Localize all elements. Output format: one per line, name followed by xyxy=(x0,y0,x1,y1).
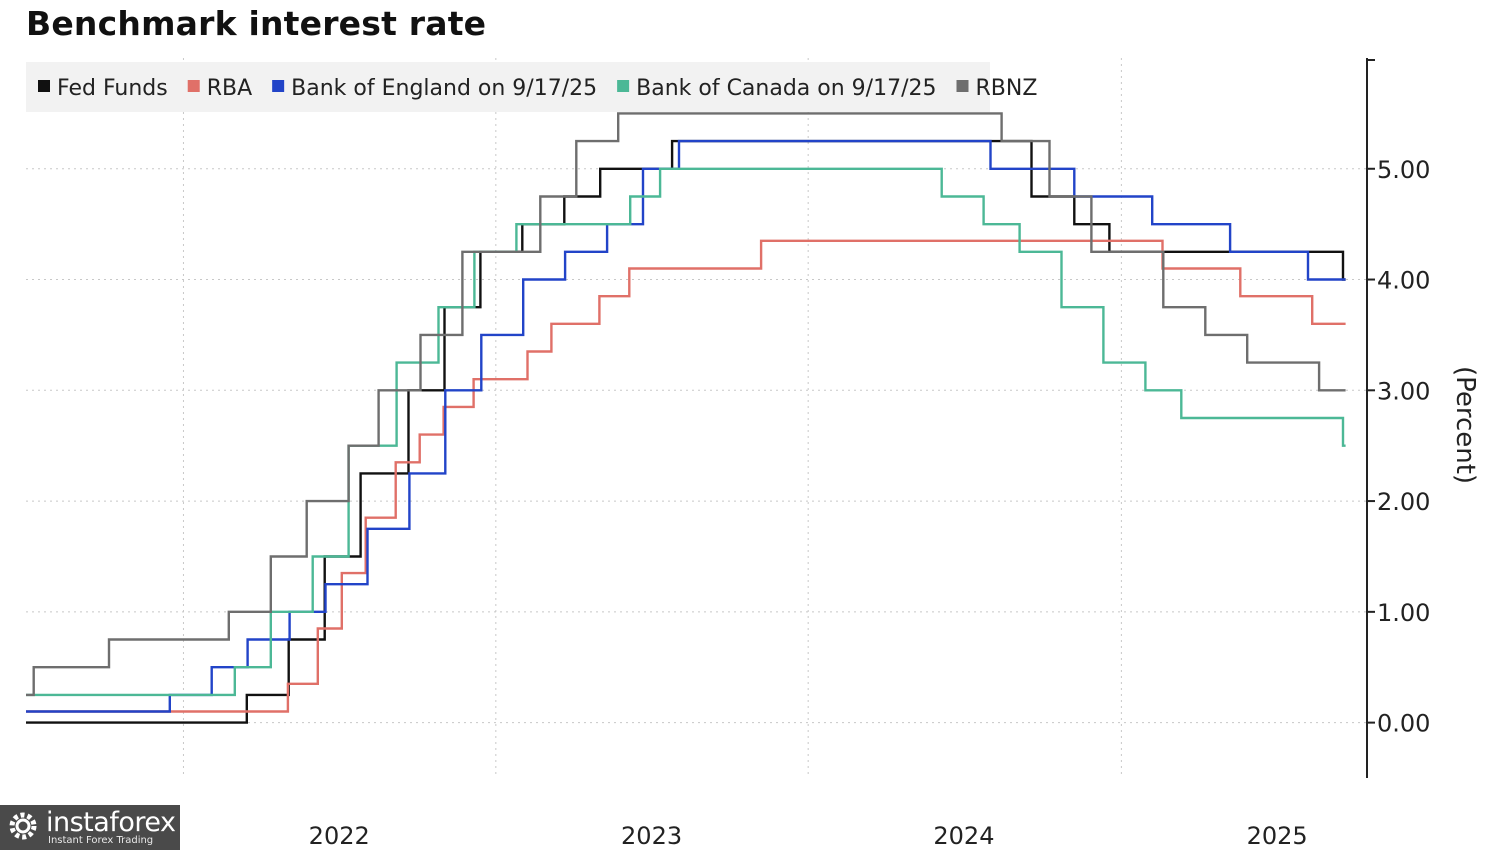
x-tick-label: 2023 xyxy=(621,822,682,850)
legend-label: Fed Funds xyxy=(57,76,168,101)
series-line xyxy=(26,167,1346,697)
legend-label: RBA xyxy=(207,76,252,101)
watermark: instaforex Instant Forex Trading xyxy=(0,805,180,850)
series-layer xyxy=(26,112,1346,724)
x-tick-label: 2024 xyxy=(933,822,994,850)
y-tick-label: 0.00 xyxy=(1377,710,1430,738)
chart-title: Benchmark interest rate xyxy=(26,4,487,43)
y-axis-label: (Percent) xyxy=(1450,366,1480,484)
watermark-brand: instaforex xyxy=(46,807,176,838)
legend-swatch xyxy=(187,80,200,92)
y-tick-label: 3.00 xyxy=(1377,377,1430,405)
series-line xyxy=(26,139,1346,713)
y-tick-label: 4.00 xyxy=(1377,267,1430,295)
series-line xyxy=(26,112,1346,697)
watermark-tagline: Instant Forex Trading xyxy=(48,835,154,846)
series-line xyxy=(26,239,1346,713)
y-tick-label: 5.00 xyxy=(1377,156,1430,184)
y-tick-label: 1.00 xyxy=(1377,599,1430,627)
legend-swatch xyxy=(617,80,630,92)
legend-label: Bank of Canada on 9/17/25 xyxy=(636,76,936,101)
x-tick-label: 2022 xyxy=(309,822,370,850)
grid-layer xyxy=(26,58,1367,778)
series-line xyxy=(26,139,1346,724)
legend-swatch xyxy=(272,80,285,92)
legend: Fed Funds RBA Bank of England on 9/17/25 Ba… xyxy=(26,62,1037,112)
legend-swatch xyxy=(956,80,969,92)
legend-swatch xyxy=(38,80,50,92)
y-tick-label: 2.00 xyxy=(1377,488,1430,516)
y-axis: 0.00 1.00 2.00 3.00 4.00 5.00 (Percent) xyxy=(1366,58,1480,778)
gear-icon xyxy=(9,812,37,840)
legend-label: RBNZ xyxy=(976,76,1038,101)
x-tick-label: 2025 xyxy=(1247,822,1308,850)
legend-label: Bank of England on 9/17/25 xyxy=(291,76,597,101)
x-axis: 2022 2023 2024 2025 xyxy=(309,822,1308,850)
legend-box xyxy=(26,62,990,112)
